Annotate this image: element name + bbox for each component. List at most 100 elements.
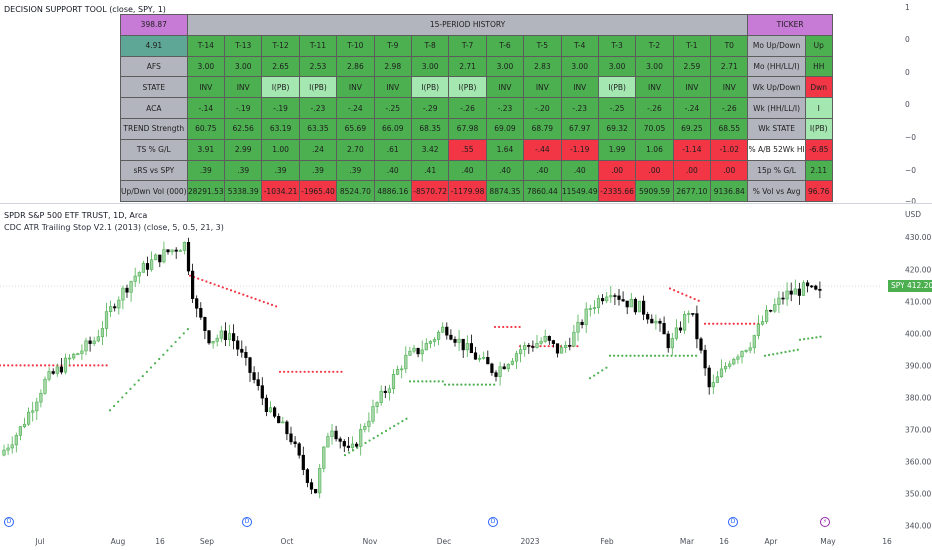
atr-indicator-title[interactable]: CDC ATR Trailing Stop V2.1 (2013) (close… (4, 223, 224, 232)
table-row: STATE INV INV I(PB) I(PB) INV INV I(PB) I(PB) INV… (120, 76, 833, 99)
pane-divider[interactable] (0, 203, 932, 204)
trailing-stop-dot (328, 370, 331, 373)
ticker-row-label: Wk (HH/LL/I) (747, 97, 806, 119)
candle-body (186, 242, 191, 272)
candle-body (764, 309, 769, 322)
trailing-stop-dot (780, 351, 783, 354)
x-axis-label: Sep (200, 537, 214, 546)
trailing-stop-dot (311, 370, 314, 373)
dividend-event-icon[interactable]: D (242, 517, 252, 527)
trailing-stop-dot (768, 353, 771, 357)
table-cell: -.14 (186, 97, 226, 119)
trailing-stop-dot (498, 325, 501, 329)
currency-label: USD (905, 210, 922, 219)
trailing-stop-dot (682, 354, 685, 357)
table-cell: 1.00 (261, 138, 300, 161)
x-axis-label: Apr (765, 537, 779, 546)
trailing-stop-dot (27, 364, 30, 367)
trailing-stop-dot (641, 354, 644, 357)
split-event-icon[interactable]: ⚡ (820, 517, 830, 527)
table-cell: -.25 (373, 97, 412, 119)
table-cell: 2.71 (710, 55, 749, 78)
candle-body (80, 350, 84, 354)
candle-body (559, 347, 564, 354)
trailing-stop-dot (784, 350, 787, 354)
table-row: AFS 3.00 3.00 2.65 2.53 2.86 2.98 3.00 2.71 3.00 2… (120, 55, 833, 78)
trailing-stop-dot (673, 289, 676, 292)
trailing-stop-dot (35, 364, 39, 367)
trailing-stop-dot (234, 290, 237, 293)
trailing-stop-dot (433, 380, 436, 383)
candle-body (195, 298, 199, 309)
trailing-stop-dot (307, 370, 310, 373)
candle-body (715, 376, 719, 383)
candle-body (641, 300, 646, 315)
trailing-stop-dot (464, 383, 467, 386)
x-axis-label: Mar (680, 537, 695, 546)
candle-body (789, 290, 793, 295)
candle-body (104, 311, 109, 329)
candle-body (26, 411, 31, 425)
trailing-stop-dot (217, 284, 220, 287)
dividend-event-icon[interactable]: D (488, 517, 498, 527)
ticker-row-value: Dwn (804, 76, 833, 99)
table-cell: .39 (223, 159, 263, 182)
trailing-stop-dot (93, 364, 96, 367)
table-cell: 7860.44 (523, 180, 562, 203)
trailing-stop-dot (543, 345, 546, 348)
dividend-event-icon[interactable]: D (728, 517, 738, 527)
trailing-stop-dot (712, 322, 715, 325)
table-cell: INV (560, 76, 599, 99)
period-label: T-2 (635, 34, 674, 57)
ticker-row-label: % Vol vs Avg (747, 180, 806, 203)
trailing-stop-dot (678, 354, 681, 357)
trailing-stop-dot (448, 383, 451, 386)
candle-body (272, 407, 277, 417)
trailing-stop-dot (666, 354, 669, 357)
symbol-title[interactable]: SPDR S&P 500 ETF TRUST, 1D, Arca (4, 211, 148, 220)
table-cell: 65.69 (336, 117, 375, 140)
table-cell: -.23 (485, 97, 525, 119)
trailing-stop-dot (213, 283, 216, 286)
candle-body (670, 338, 674, 349)
candle-body (63, 357, 68, 373)
trailing-stop-dot (658, 354, 661, 357)
candle-body (432, 339, 437, 342)
trailing-stop-dot (674, 354, 677, 357)
candle-body (264, 397, 269, 412)
candle-body (92, 340, 96, 344)
trailing-stop-dot (803, 338, 806, 341)
candle-body (223, 330, 228, 340)
table-cell: I(PB) (448, 76, 487, 99)
candle-body (576, 321, 580, 333)
candle-body (695, 313, 699, 340)
trailing-stop-dot (336, 370, 339, 373)
candle-body (113, 306, 117, 309)
table-cell: -.19 (223, 97, 263, 119)
candle-body (31, 410, 35, 413)
trailing-stop-dot (686, 354, 690, 357)
candle-body (219, 330, 223, 339)
indicator-title[interactable]: DECISION SUPPORT TOOL (close, SPY, 1) (4, 5, 166, 14)
x-axis-label: Oct (281, 537, 294, 546)
trailing-stop-dot (621, 354, 624, 357)
dividend-event-icon[interactable]: D (4, 517, 14, 527)
candle-body (555, 343, 560, 354)
trailing-stop-dot (205, 280, 208, 283)
candle-body (260, 385, 264, 399)
candle-body (404, 354, 408, 370)
candle-body (654, 320, 658, 324)
table-cell: 4886.16 (373, 180, 412, 203)
trailing-stop-dot (493, 325, 497, 329)
candle-body (76, 353, 80, 355)
candle-body (531, 346, 535, 348)
symbol-tag[interactable]: SPY (888, 280, 908, 292)
table-cell: 3.00 (223, 55, 263, 78)
last-price-tag[interactable]: 412.20 (904, 280, 932, 292)
table-cell: 5909.59 (635, 180, 674, 203)
trailing-stop-dot (15, 364, 18, 367)
candle-body (350, 443, 355, 448)
trailing-stop-dot (270, 303, 274, 306)
candle-body (109, 306, 113, 312)
